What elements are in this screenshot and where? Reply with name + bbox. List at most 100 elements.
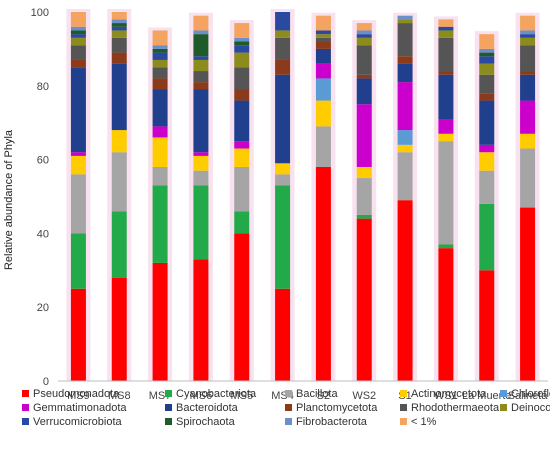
bar-segment xyxy=(520,45,536,72)
x-tick-label: MS5 xyxy=(230,390,253,402)
bar-segment xyxy=(111,277,127,381)
legend-swatch xyxy=(500,404,507,411)
bar-segment xyxy=(152,262,168,381)
y-tick-label: 0 xyxy=(43,376,49,388)
bar-segment xyxy=(438,26,454,31)
bar-segment xyxy=(356,166,372,179)
bar-segment xyxy=(438,71,454,75)
bar-segment xyxy=(356,74,372,79)
bar-segment xyxy=(234,45,250,53)
bar-segment xyxy=(397,152,413,201)
bar-segment xyxy=(193,89,209,153)
bar-segment xyxy=(438,133,454,142)
bar-segment xyxy=(520,207,536,381)
bar-segment xyxy=(356,34,372,38)
x-tick-label: MS6 xyxy=(190,390,213,402)
bar-segment xyxy=(234,211,250,234)
bar-segment xyxy=(438,119,454,134)
bar-segment xyxy=(275,174,291,186)
legend-swatch xyxy=(285,390,292,397)
bar-segment xyxy=(152,59,168,68)
bar-segment xyxy=(111,211,127,278)
x-tick-label: S2 xyxy=(317,390,330,402)
bar-segment xyxy=(152,78,168,90)
bar-segment xyxy=(111,37,127,53)
bar-segment xyxy=(70,12,86,27)
legend-label: Bacteroidota xyxy=(176,402,239,414)
bar-segment xyxy=(520,37,536,46)
bar-segment xyxy=(152,126,168,138)
bar-segment xyxy=(479,170,495,204)
y-tick-label: 20 xyxy=(37,302,49,314)
bar-segment xyxy=(234,141,250,149)
x-tick-label: La Muerte xyxy=(462,390,512,402)
bar-segment xyxy=(70,67,86,153)
bar-segment xyxy=(234,148,250,167)
x-tick-label: MS8 xyxy=(108,390,131,402)
bar-segment xyxy=(520,148,536,208)
legend-label: Spirochaota xyxy=(176,416,236,428)
bar-segment xyxy=(356,104,372,167)
bar-segment xyxy=(315,126,331,167)
bar-segment xyxy=(397,19,413,24)
legend-swatch xyxy=(400,404,407,411)
bar-segment xyxy=(438,30,454,38)
y-tick-label: 80 xyxy=(37,81,49,93)
bar-segment xyxy=(315,48,331,64)
bar-segment xyxy=(356,218,372,381)
bar-segment xyxy=(70,37,86,46)
bar-segment xyxy=(479,74,495,94)
bar-segment xyxy=(193,155,209,171)
bar-segment xyxy=(356,214,372,219)
bar-segment xyxy=(315,63,331,79)
bar-segment xyxy=(152,52,168,60)
legend-label: Cyanobacteriota xyxy=(176,388,257,400)
bar-segment xyxy=(234,89,250,101)
legend-label: Gemmatimonadota xyxy=(33,402,127,414)
bar-segment xyxy=(70,30,86,35)
bar-segment xyxy=(275,74,291,164)
bar-segment xyxy=(479,56,495,64)
bar-segment xyxy=(397,63,413,83)
legend-swatch xyxy=(285,404,292,411)
bar-segment xyxy=(397,144,413,153)
bar-segment xyxy=(275,288,291,381)
bar-segment xyxy=(111,63,127,131)
bar-segment xyxy=(152,89,168,127)
bar-segment xyxy=(315,100,331,127)
legend-swatch xyxy=(165,404,172,411)
bar-segment xyxy=(111,26,127,31)
bar-segment xyxy=(152,30,168,46)
bar-segment xyxy=(397,200,413,381)
legend-swatch xyxy=(165,418,172,425)
x-tick-label: MS9 xyxy=(67,390,90,402)
bar-segment xyxy=(111,152,127,212)
legend-label: Deinococcota xyxy=(511,402,550,414)
bar-segment xyxy=(520,15,536,31)
bar-segment xyxy=(397,130,413,145)
bar-segment xyxy=(193,82,209,90)
bar-segment xyxy=(479,52,495,57)
bar-segment xyxy=(520,71,536,75)
bar-segment xyxy=(438,74,454,120)
bar-segment xyxy=(356,23,372,31)
bar-segment xyxy=(70,34,86,38)
bar-segment xyxy=(479,63,495,75)
bar-segment xyxy=(315,34,331,38)
bar-segment xyxy=(356,45,372,75)
bar-segment xyxy=(438,248,454,381)
bar-segment xyxy=(356,78,372,105)
bar-segment xyxy=(438,244,454,249)
bar-segment xyxy=(111,130,127,153)
bar-segment xyxy=(193,34,209,57)
y-tick-label: 100 xyxy=(31,7,49,19)
y-axis-title: Relative abundance of Phyla xyxy=(3,129,15,270)
bar-segment xyxy=(152,137,168,167)
bar-segment xyxy=(193,259,209,381)
bar-segment xyxy=(438,37,454,72)
legend-swatch xyxy=(500,390,507,397)
legend-swatch xyxy=(285,418,292,425)
x-tick-label: Salineta xyxy=(508,390,549,402)
bar-segment xyxy=(234,166,250,212)
